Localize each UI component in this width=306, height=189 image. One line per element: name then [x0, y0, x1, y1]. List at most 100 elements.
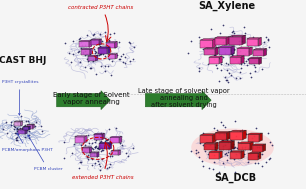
Point	[213, 137, 218, 140]
FancyArrow shape	[57, 91, 110, 110]
Polygon shape	[99, 39, 102, 45]
Point	[242, 32, 247, 35]
Polygon shape	[25, 129, 27, 134]
Point	[229, 139, 233, 142]
Point	[89, 157, 94, 160]
Point	[223, 51, 228, 54]
Point	[245, 46, 250, 49]
Point	[33, 121, 38, 124]
Polygon shape	[29, 126, 30, 130]
Point	[13, 125, 18, 128]
Point	[242, 130, 247, 133]
Point	[16, 121, 21, 124]
Point	[223, 153, 228, 156]
Point	[236, 51, 241, 54]
Polygon shape	[108, 53, 118, 54]
Point	[85, 58, 90, 61]
Point	[93, 51, 98, 54]
Polygon shape	[82, 148, 90, 153]
Point	[103, 145, 108, 148]
Point	[61, 156, 66, 159]
Point	[11, 128, 16, 131]
Point	[250, 136, 255, 139]
Polygon shape	[108, 54, 115, 59]
Point	[230, 52, 235, 55]
Point	[3, 120, 8, 123]
Point	[270, 143, 275, 146]
Point	[98, 168, 103, 171]
Polygon shape	[230, 151, 244, 152]
Point	[91, 147, 96, 150]
Point	[99, 145, 104, 148]
Point	[131, 58, 136, 61]
Polygon shape	[102, 133, 105, 140]
Point	[225, 80, 230, 83]
Point	[226, 146, 231, 149]
Point	[78, 36, 83, 39]
Point	[98, 33, 103, 36]
Point	[220, 41, 225, 44]
Polygon shape	[99, 143, 109, 149]
Point	[234, 147, 239, 150]
Point	[111, 32, 116, 35]
Point	[100, 148, 105, 151]
Polygon shape	[213, 39, 216, 48]
Point	[67, 51, 72, 54]
Point	[96, 159, 101, 162]
Point	[254, 146, 259, 149]
Polygon shape	[98, 48, 107, 54]
Point	[85, 158, 90, 161]
Point	[223, 137, 228, 140]
Polygon shape	[27, 125, 33, 129]
Point	[20, 125, 25, 129]
Point	[218, 55, 223, 58]
Point	[99, 139, 104, 142]
Point	[219, 121, 224, 124]
Point	[228, 48, 233, 51]
Polygon shape	[219, 56, 222, 64]
Point	[101, 53, 106, 56]
Point	[123, 56, 128, 59]
Point	[197, 36, 202, 39]
Point	[189, 39, 194, 42]
Polygon shape	[97, 152, 99, 157]
Point	[21, 128, 26, 131]
Point	[215, 45, 220, 48]
Point	[212, 57, 217, 60]
Polygon shape	[99, 142, 112, 143]
Point	[93, 140, 98, 143]
Point	[98, 64, 103, 67]
Point	[20, 129, 25, 132]
Point	[13, 132, 18, 135]
Point	[89, 153, 94, 156]
Point	[97, 144, 102, 147]
Polygon shape	[111, 150, 121, 151]
Point	[97, 146, 102, 149]
Point	[201, 164, 206, 167]
Point	[99, 39, 104, 42]
Point	[225, 138, 230, 141]
Point	[87, 67, 92, 70]
Point	[112, 151, 117, 154]
Point	[230, 146, 235, 149]
Polygon shape	[237, 48, 249, 56]
Point	[84, 33, 89, 36]
Polygon shape	[215, 142, 218, 150]
Point	[99, 52, 103, 55]
Point	[221, 145, 226, 148]
Point	[246, 161, 251, 164]
Point	[83, 49, 88, 52]
Text: PCBM cluster: PCBM cluster	[28, 135, 62, 171]
Point	[106, 165, 111, 168]
FancyArrow shape	[145, 91, 211, 110]
Polygon shape	[109, 142, 112, 149]
Point	[12, 125, 17, 128]
Point	[96, 146, 101, 149]
Polygon shape	[14, 121, 23, 122]
Polygon shape	[94, 134, 102, 140]
Point	[231, 31, 236, 34]
Point	[88, 66, 93, 69]
Point	[214, 52, 219, 55]
Point	[219, 63, 224, 66]
Point	[266, 46, 271, 49]
